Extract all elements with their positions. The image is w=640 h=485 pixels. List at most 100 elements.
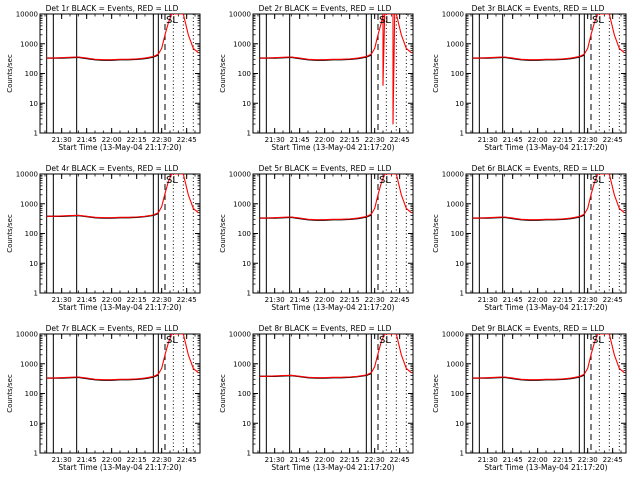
chart-4-series-red-lld: [46, 174, 199, 219]
chart-3-x-tick-label: 22:00: [528, 136, 548, 144]
chart-1-y-tick-label: 1: [34, 130, 38, 138]
chart-5-series-red-lld: [259, 174, 412, 221]
chart-2-axes-frame: [252, 13, 414, 134]
chart-9-y-tick-label: 10: [455, 420, 464, 428]
chart-5-x-tick-label: 22:15: [340, 296, 360, 304]
chart-9-x-axis-label: Start Time (13-May-04 21:17:20): [484, 463, 607, 472]
chart-2-y-tick-label: 1: [247, 130, 251, 138]
chart-5-y-axis-label: Counts/sec: [219, 214, 227, 253]
chart-panel-3: Det 3r BLACK = Events, RED = LLD 1 10 100 10…: [432, 4, 627, 152]
chart-6-title: Det 6r BLACK = Events, RED = LLD: [472, 164, 605, 173]
chart-8-x-tick-label: 22:30: [365, 456, 385, 464]
chart-1-title: Det 1r BLACK = Events, RED = LLD: [46, 4, 179, 13]
chart-8-series-red-lld: [259, 334, 412, 379]
chart-4-x-tick-label: 22:30: [152, 296, 172, 304]
chart-3-x-tick-label: 21:45: [503, 136, 523, 144]
chart-panel-6: Det 6r BLACK = Events, RED = LLD 1 10 100 10…: [432, 164, 627, 312]
chart-1-x-axis-label: Start Time (13-May-04 21:17:20): [58, 143, 181, 152]
chart-3-axes-frame: [465, 13, 627, 134]
chart-3-x-tick-label: 22:45: [603, 136, 623, 144]
chart-4-x-tick-label: 21:45: [77, 296, 97, 304]
chart-6-x-tick-label: 22:00: [528, 296, 548, 304]
chart-5-y-tick-label: 1: [247, 290, 251, 298]
chart-3-annotation: SL: [592, 15, 604, 26]
chart-panel-9: Det 9r BLACK = Events, RED = LLD 1 10 100 10…: [432, 324, 627, 472]
chart-7-x-axis-label: Start Time (13-May-04 21:17:20): [58, 463, 181, 472]
chart-6-y-tick-label: 10000: [442, 171, 464, 179]
chart-5-x-tick-label: 22:30: [365, 296, 385, 304]
chart-8-y-tick-label: 1000: [233, 360, 251, 368]
chart-1-x-tick-label: 21:45: [77, 136, 97, 144]
chart-1-x-tick-label: 22:45: [177, 136, 197, 144]
chart-2-y-tick-label: 1000: [233, 40, 251, 48]
chart-6-x-tick-label: 21:45: [503, 296, 523, 304]
chart-9-series-red-lld: [472, 334, 625, 381]
chart-8-x-tick-label: 21:30: [265, 456, 285, 464]
chart-1-series-red-lld: [46, 14, 199, 61]
chart-5-x-tick-label: 21:45: [290, 296, 310, 304]
chart-3-x-tick-label: 21:30: [478, 136, 498, 144]
chart-4-x-tick-label: 22:45: [177, 296, 197, 304]
chart-9-x-tick-label: 22:15: [553, 456, 573, 464]
chart-3-x-tick-label: 22:30: [578, 136, 598, 144]
chart-2-x-tick-label: 21:30: [265, 136, 285, 144]
chart-8-y-axis-label: Counts/sec: [219, 374, 227, 413]
chart-9-axes-frame: [465, 333, 627, 454]
chart-1-x-tick-label: 22:15: [127, 136, 147, 144]
chart-9-y-tick-label: 1: [460, 450, 464, 458]
chart-4-x-tick-label: 22:00: [102, 296, 122, 304]
chart-9-y-tick-label: 1000: [446, 360, 464, 368]
chart-9-x-tick-label: 21:30: [478, 456, 498, 464]
chart-8-y-tick-label: 1: [247, 450, 251, 458]
chart-4-y-tick-label: 10000: [16, 171, 38, 179]
chart-2-x-tick-label: 22:30: [365, 136, 385, 144]
chart-2-x-tick-label: 22:45: [390, 136, 410, 144]
chart-6-x-tick-label: 21:30: [478, 296, 498, 304]
chart-3-x-axis-label: Start Time (13-May-04 21:17:20): [484, 143, 607, 152]
chart-7-y-tick-label: 100: [25, 390, 38, 398]
chart-2-x-axis-label: Start Time (13-May-04 21:17:20): [271, 143, 394, 152]
chart-4-annotation: SL: [166, 175, 178, 186]
chart-8-x-tick-label: 22:45: [390, 456, 410, 464]
chart-5-x-axis-label: Start Time (13-May-04 21:17:20): [271, 303, 394, 312]
chart-7-series-red-lld: [46, 334, 199, 381]
chart-1-y-axis-label: Counts/sec: [6, 54, 14, 93]
chart-1-y-tick-label: 100: [25, 70, 38, 78]
chart-5-annotation: SL: [379, 175, 391, 186]
chart-7-x-tick-label: 22:00: [102, 456, 122, 464]
chart-7-title: Det 7r BLACK = Events, RED = LLD: [46, 324, 179, 333]
chart-2-x-tick-label: 22:15: [340, 136, 360, 144]
chart-9-y-tick-label: 100: [451, 390, 464, 398]
chart-panel-1: Det 1r BLACK = Events, RED = LLD 1 10 100 10…: [6, 4, 201, 152]
chart-7-y-tick-label: 10: [29, 420, 38, 428]
chart-3-y-tick-label: 10000: [442, 11, 464, 19]
chart-5-y-tick-label: 10000: [229, 171, 251, 179]
chart-4-x-axis-label: Start Time (13-May-04 21:17:20): [58, 303, 181, 312]
chart-5-x-tick-label: 22:45: [390, 296, 410, 304]
chart-1-annotation: SL: [166, 15, 178, 26]
chart-4-y-tick-label: 10: [29, 260, 38, 268]
chart-panel-7: Det 7r BLACK = Events, RED = LLD 1 10 100 10…: [6, 324, 201, 472]
chart-4-axes-frame: [39, 173, 201, 294]
chart-5-axes-frame: [252, 173, 414, 294]
chart-3-y-tick-label: 1: [460, 130, 464, 138]
chart-2-annotation: SL: [379, 15, 391, 26]
chart-5-y-tick-label: 100: [238, 230, 251, 238]
chart-2-title: Det 2r BLACK = Events, RED = LLD: [259, 4, 392, 13]
chart-panel-5: Det 5r BLACK = Events, RED = LLD 1 10 100 10…: [219, 164, 414, 312]
chart-1-y-tick-label: 10: [29, 100, 38, 108]
chart-2-x-tick-label: 22:00: [315, 136, 335, 144]
chart-3-y-tick-label: 1000: [446, 40, 464, 48]
chart-7-x-tick-label: 22:30: [152, 456, 172, 464]
chart-5-x-tick-label: 22:00: [315, 296, 335, 304]
chart-4-y-axis-label: Counts/sec: [6, 214, 14, 253]
chart-3-series-red-lld: [472, 14, 625, 61]
chart-7-x-tick-label: 21:45: [77, 456, 97, 464]
chart-8-x-tick-label: 21:45: [290, 456, 310, 464]
chart-9-y-axis-label: Counts/sec: [432, 374, 440, 413]
chart-3-y-tick-label: 10: [455, 100, 464, 108]
chart-9-annotation: SL: [592, 335, 604, 346]
chart-6-series-red-lld: [472, 174, 625, 221]
chart-2-x-tick-label: 21:45: [290, 136, 310, 144]
chart-7-x-tick-label: 21:30: [52, 456, 72, 464]
